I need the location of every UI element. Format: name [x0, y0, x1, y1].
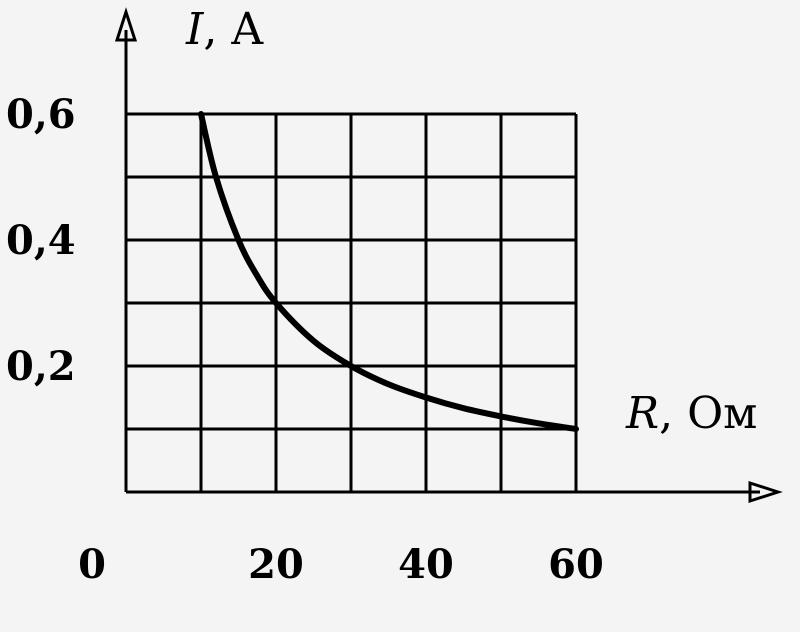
data-points — [198, 111, 579, 432]
y-tick-label: 0,2 — [6, 343, 76, 390]
data-point — [348, 363, 354, 369]
data-point — [573, 426, 579, 432]
y-axis-title: I, A — [185, 4, 264, 55]
data-point — [423, 395, 429, 400]
data-point — [536, 420, 541, 426]
data-point — [461, 405, 466, 411]
x-tick-label: 60 — [548, 541, 604, 588]
x-tick-label: 20 — [248, 541, 304, 588]
data-point — [386, 381, 391, 387]
series-curve — [198, 111, 579, 432]
y-tick-label: 0,4 — [6, 217, 76, 264]
data-point — [236, 237, 241, 243]
grid — [126, 112, 578, 492]
data-point — [198, 111, 204, 117]
data-point — [273, 300, 279, 306]
x-axis-arrow — [748, 480, 783, 504]
data-point — [213, 174, 219, 180]
y-tick-label: 0,6 — [6, 91, 76, 138]
origin-label: 0 — [78, 541, 106, 588]
x-axis-title: R, Ом — [625, 388, 757, 439]
data-point — [311, 338, 316, 344]
axes — [114, 7, 783, 504]
x-tick-label: 40 — [398, 541, 454, 588]
data-point — [498, 413, 504, 419]
tick-labels: 20 40 60 0,2 0,4 0,6 — [6, 91, 604, 588]
y-axis-arrow — [114, 7, 138, 42]
data-point — [254, 273, 260, 279]
